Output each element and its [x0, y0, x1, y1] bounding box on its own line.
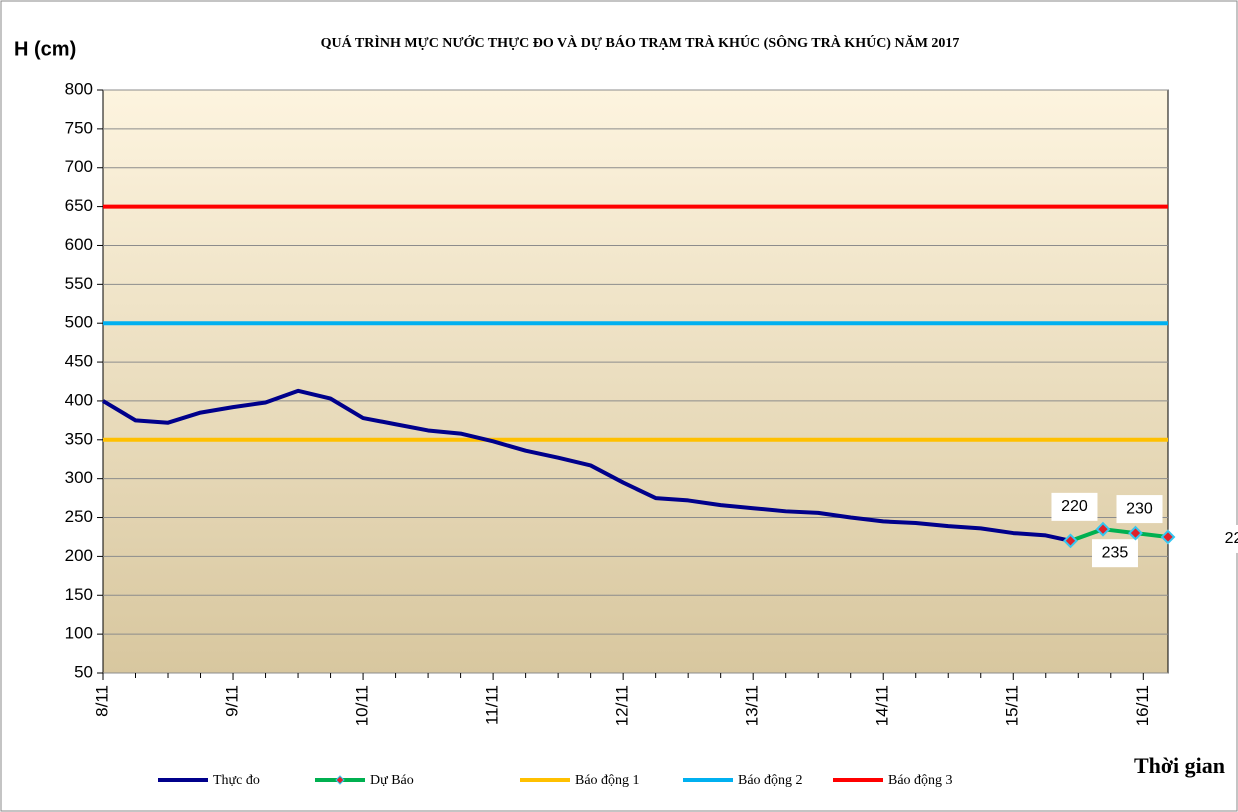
series-line [101, 388, 1071, 543]
legend-label: Dự Báo [370, 773, 414, 788]
y-tick-label: 50 [74, 662, 93, 681]
data-label-box [1051, 492, 1098, 521]
y-tick-label: 550 [65, 274, 93, 293]
y-tick-label: 450 [65, 352, 93, 371]
x-tick-label: 14/11 [873, 685, 892, 726]
chart-title: QUÁ TRÌNH MỰC NƯỚC THỰC ĐO VÀ DỰ BÁO TRẠ… [321, 34, 960, 51]
x-tick-label: 15/11 [1003, 685, 1022, 726]
data-label: 235 [1102, 544, 1129, 561]
data-label-box [1116, 495, 1163, 524]
legend-label: Thực đo [213, 773, 260, 788]
x-tick-label: 9/11 [223, 685, 242, 717]
y-tick-label: 600 [65, 235, 93, 254]
legend-label: Báo động 1 [575, 773, 640, 788]
x-tick-label: 11/11 [483, 685, 502, 725]
legend-label: Báo động 2 [738, 773, 803, 788]
x-tick-label: 12/11 [613, 685, 632, 726]
y-tick-label: 250 [65, 507, 93, 526]
x-tick-label: 8/11 [92, 685, 111, 717]
y-tick-label: 800 [65, 79, 93, 98]
x-tick-label: 10/11 [353, 685, 372, 726]
data-label: 230 [1126, 500, 1153, 517]
marker [1160, 529, 1176, 545]
y-tick-label: 750 [65, 118, 93, 137]
legend-marker [335, 775, 345, 785]
plot-area [102, 89, 1169, 674]
data-label: 220 [1061, 498, 1088, 515]
y-tick-label: 100 [65, 624, 93, 643]
data-label-box [1091, 539, 1138, 568]
y-tick-label: 700 [65, 157, 93, 176]
y-tick-label: 200 [65, 546, 93, 565]
y-tick-label: 300 [65, 468, 93, 487]
marker [1095, 521, 1111, 537]
marker [1063, 533, 1078, 549]
y-tick-label: 500 [65, 313, 93, 332]
series-line [1069, 527, 1169, 543]
y-tick-label: 350 [65, 429, 93, 448]
data-label: 225 [1225, 530, 1238, 547]
marker [1128, 525, 1143, 541]
y-axis-label: H (cm) [14, 38, 76, 60]
y-tick-label: 150 [65, 585, 93, 604]
y-tick-label: 650 [65, 196, 93, 215]
legend-label: Báo động 3 [888, 773, 953, 788]
x-tick-label: 16/11 [1133, 685, 1152, 726]
y-tick-label: 400 [65, 390, 93, 409]
x-tick-label: 13/11 [743, 685, 762, 726]
x-axis-label: Thời gian [1134, 753, 1225, 778]
data-label-box [1215, 524, 1238, 553]
